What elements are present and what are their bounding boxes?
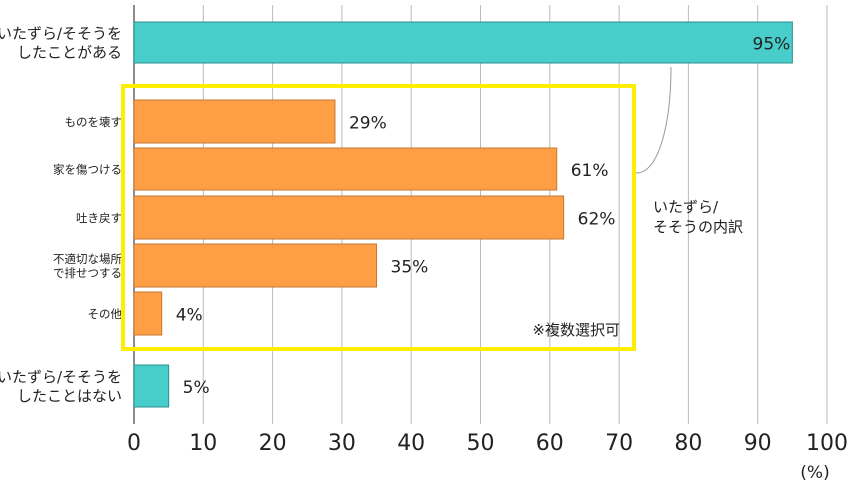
bar	[133, 364, 170, 408]
category-label: いたずら/そそうを	[0, 368, 122, 386]
breakdown-label: いたずら/	[653, 198, 719, 216]
breakdown-highlight-box	[121, 84, 636, 351]
x-tick-label: 70	[605, 431, 633, 456]
category-label: いたずら/そそうを	[0, 25, 122, 43]
bar	[133, 291, 163, 336]
connector-curve	[635, 66, 672, 174]
data-label: 29%	[349, 114, 387, 134]
x-tick-label: 30	[328, 431, 356, 456]
bar	[133, 99, 336, 144]
category-label: で排せつする	[53, 266, 122, 280]
x-tick-label: 40	[397, 431, 425, 456]
x-tick-label: 80	[674, 431, 702, 456]
category-label: ものを壊す	[65, 115, 123, 129]
data-label: 62%	[578, 210, 616, 230]
bar	[133, 21, 793, 64]
data-label: 95%	[753, 35, 791, 55]
bar	[133, 147, 558, 191]
data-label: 35%	[391, 258, 429, 278]
data-label: 61%	[571, 161, 609, 181]
breakdown-label: そそうの内訳	[653, 218, 743, 236]
category-label: 家を傷つける	[53, 162, 122, 176]
x-tick-label: 90	[744, 431, 772, 456]
bar	[133, 195, 565, 240]
category-label: 不適切な場所	[53, 252, 122, 266]
x-axis-unit: (%)	[800, 463, 829, 483]
multiple-choice-note: ※複数選択可	[532, 321, 620, 339]
category-label: その他	[88, 307, 123, 321]
data-label: 5%	[183, 378, 210, 398]
bar	[133, 243, 378, 288]
category-label: したことがある	[17, 44, 122, 62]
x-tick-label: 20	[259, 431, 287, 456]
data-label: 4%	[176, 306, 203, 326]
x-tick-label: 10	[189, 431, 217, 456]
x-tick-label: 0	[127, 431, 141, 456]
x-tick-label: 100	[806, 431, 848, 456]
category-label: 吐き戻す	[76, 211, 122, 225]
x-tick-label: 50	[467, 431, 495, 456]
x-tick-label: 60	[536, 431, 564, 456]
category-label: したことはない	[17, 387, 122, 405]
